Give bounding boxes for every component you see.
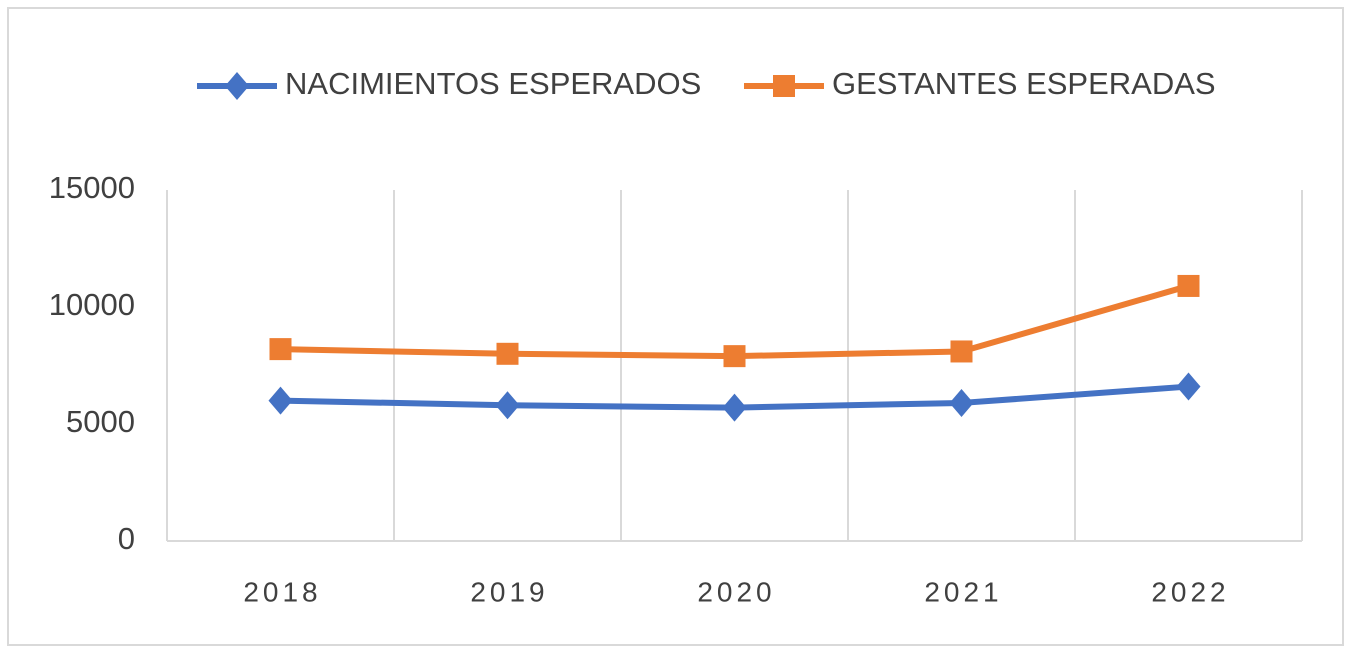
marker — [268, 386, 293, 415]
marker — [495, 391, 520, 420]
y-tick-label: 5000 — [66, 404, 135, 439]
legend-label: NACIMIENTOS ESPERADOS — [285, 66, 701, 101]
y-tick-label: 10000 — [49, 287, 135, 322]
marker — [722, 393, 747, 422]
legend-label: GESTANTES ESPERADAS — [832, 66, 1216, 101]
marker — [950, 340, 973, 363]
x-tick-label: 2020 — [697, 576, 775, 607]
y-tick-label: 15000 — [49, 170, 135, 205]
marker — [225, 72, 249, 100]
x-tick-label: 2021 — [924, 576, 1002, 607]
chart-border — [7, 7, 1344, 646]
x-tick-label: 2019 — [470, 576, 548, 607]
y-tick-label: 0 — [118, 521, 135, 556]
marker — [773, 75, 795, 97]
marker — [723, 345, 746, 368]
marker — [269, 338, 292, 361]
marker — [1176, 372, 1201, 401]
x-tick-label: 2018 — [243, 576, 321, 607]
marker — [949, 388, 974, 417]
x-tick-label: 2022 — [1151, 576, 1229, 607]
marker — [496, 342, 519, 365]
marker — [1177, 274, 1200, 297]
